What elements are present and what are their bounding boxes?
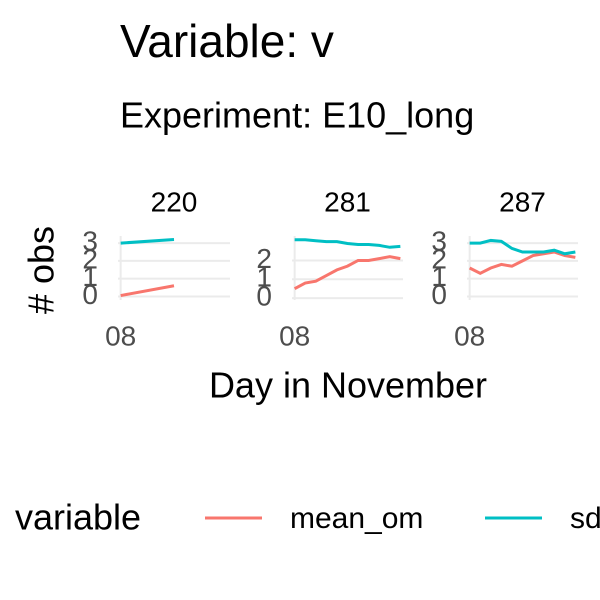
chart-title: Variable: v [120,15,334,67]
data-line [468,250,576,276]
x-tick-label: 08 [279,320,310,351]
legend-title: variable [15,497,141,538]
data-line [293,255,401,291]
y-tick-label: 1 [431,261,447,292]
y-tick-label: 1 [82,261,98,292]
y-tick-label: 3 [431,226,447,257]
x-tick-label: 08 [105,320,136,351]
y-tick-label: 0 [82,279,98,310]
data-line [294,238,401,249]
facet-label: 281 [324,186,371,217]
y-tick-label: 2 [431,243,447,274]
data-line [120,284,175,298]
y-axis-label: # obs [21,226,62,314]
y-tick-label: 2 [256,243,272,274]
facet-label: 287 [499,186,546,217]
x-tick-label: 08 [454,320,485,351]
legend-label: sd_om [570,502,600,535]
data-line [469,238,576,256]
x-axis-label: Day in November [209,365,487,406]
facet-label: 220 [151,186,198,217]
y-tick-label: 1 [256,262,272,293]
y-tick-label: 2 [82,243,98,274]
data-line [120,238,175,245]
y-tick-label: 0 [431,279,447,310]
y-tick-label: 0 [256,281,272,312]
y-tick-label: 3 [82,226,98,257]
legend-label: mean_om [290,502,423,535]
chart-subtitle: Experiment: E10_long [120,95,474,136]
